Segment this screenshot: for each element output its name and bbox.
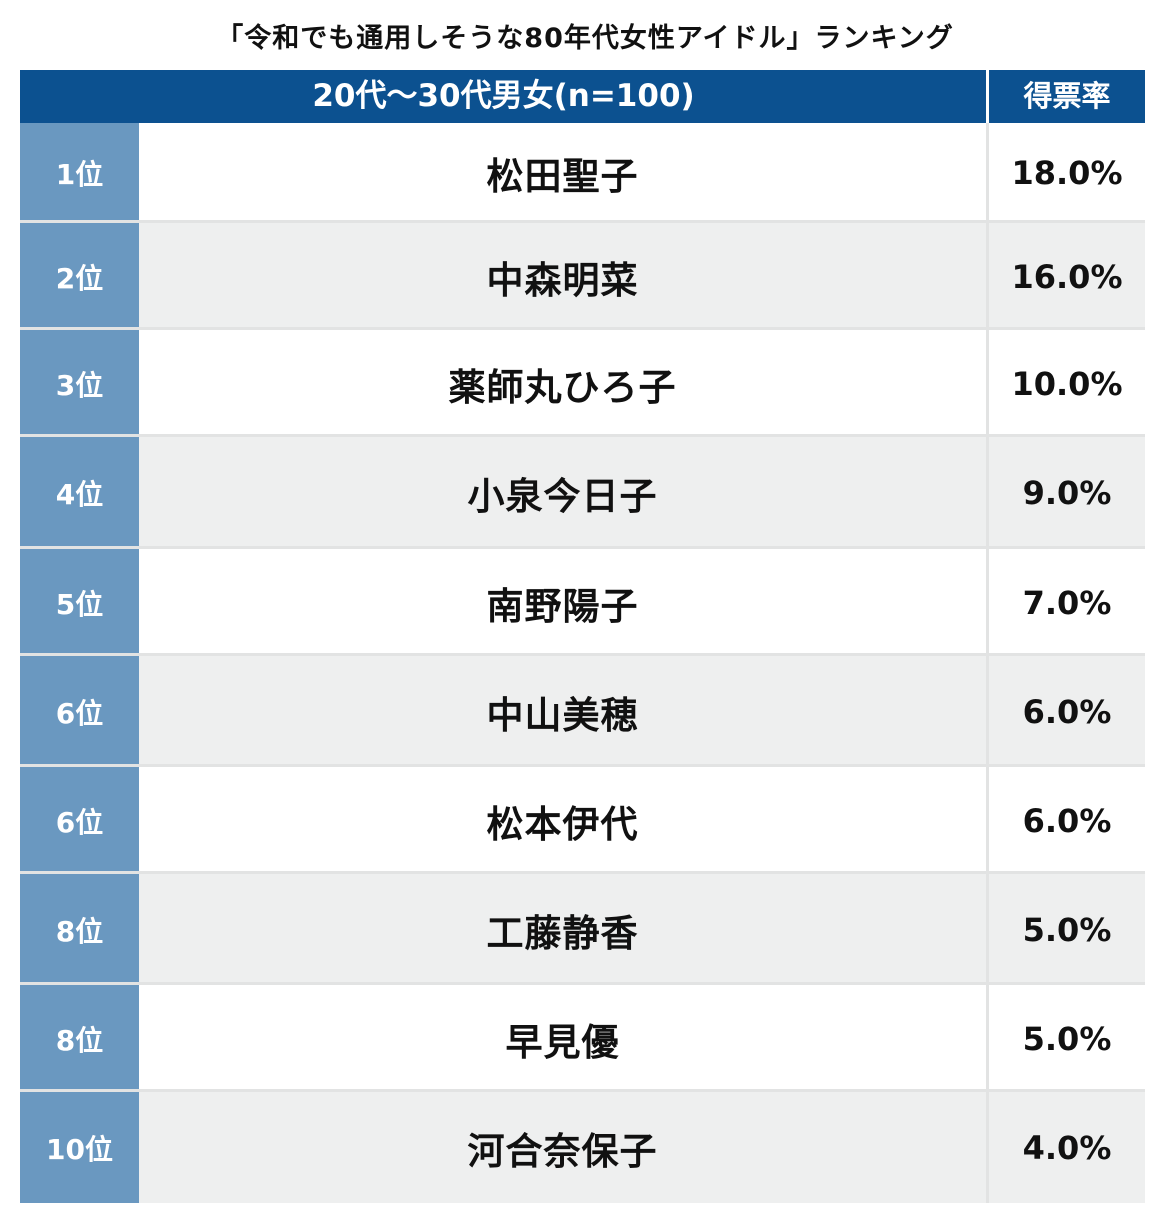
rank-label: 6位 [20, 767, 139, 874]
idol-name: 中森明菜 [139, 223, 986, 330]
row-divider [20, 871, 1145, 874]
row-divider [20, 434, 1145, 437]
column-divider [986, 549, 989, 656]
rank-label: 8位 [20, 985, 139, 1092]
idol-name: 中山美穂 [139, 656, 986, 767]
vote-rate-value: 9.0% [989, 437, 1145, 549]
rank-label: 6位 [20, 656, 139, 767]
row-divider [20, 764, 1145, 767]
column-divider [986, 1092, 989, 1203]
rank-label: 2位 [20, 223, 139, 330]
column-divider [986, 985, 989, 1092]
column-divider [986, 223, 989, 330]
idol-name: 早見優 [139, 985, 986, 1092]
idol-name: 薬師丸ひろ子 [139, 330, 986, 437]
idol-name: 河合奈保子 [139, 1092, 986, 1203]
row-divider [20, 653, 1145, 656]
rank-label: 5位 [20, 549, 139, 656]
table-row: 2位 中森明菜 16.0% [20, 223, 1145, 330]
column-divider [986, 330, 989, 437]
vote-rate-value: 5.0% [989, 985, 1145, 1092]
table-row: 8位 工藤静香 5.0% [20, 874, 1145, 985]
rank-label: 3位 [20, 330, 139, 437]
row-divider [20, 546, 1145, 549]
column-divider [986, 656, 989, 767]
vote-rate-value: 6.0% [989, 656, 1145, 767]
column-divider [986, 767, 989, 874]
respondent-group-header: 20代〜30代男女(n=100) [312, 78, 695, 114]
column-divider [986, 437, 989, 549]
row-divider [20, 982, 1145, 985]
row-divider [20, 327, 1145, 330]
column-divider [986, 874, 989, 985]
idol-name: 工藤静香 [139, 874, 986, 985]
table-row: 3位 薬師丸ひろ子 10.0% [20, 330, 1145, 437]
idol-name: 南野陽子 [139, 549, 986, 656]
column-divider [986, 123, 989, 223]
table-row: 10位 河合奈保子 4.0% [20, 1092, 1145, 1203]
vote-rate-value: 4.0% [989, 1092, 1145, 1203]
idol-name: 松本伊代 [139, 767, 986, 874]
table-row: 4位 小泉今日子 9.0% [20, 437, 1145, 549]
rank-label: 1位 [20, 123, 139, 223]
chart-title: 「令和でも通用しそうな80年代女性アイドル」ランキング [216, 23, 954, 54]
vote-rate-value: 6.0% [989, 767, 1145, 874]
vote-rate-value: 16.0% [989, 223, 1145, 330]
table-row: 8位 早見優 5.0% [20, 985, 1145, 1092]
rank-label: 4位 [20, 437, 139, 549]
vote-rate-value: 7.0% [989, 549, 1145, 656]
row-divider [20, 1089, 1145, 1092]
rank-label: 10位 [20, 1092, 139, 1203]
table-header: 20代〜30代男女(n=100) 得票率 [20, 70, 1145, 123]
row-divider [20, 220, 1145, 223]
vote-rate-value: 10.0% [989, 330, 1145, 437]
vote-rate-header: 得票率 [1023, 79, 1111, 113]
table-row: 6位 中山美穂 6.0% [20, 656, 1145, 767]
header-divider [986, 70, 989, 123]
vote-rate-value: 18.0% [989, 123, 1145, 223]
idol-name: 松田聖子 [139, 123, 986, 223]
table-row: 1位 松田聖子 18.0% [20, 123, 1145, 223]
table-row: 6位 松本伊代 6.0% [20, 767, 1145, 874]
table-row: 5位 南野陽子 7.0% [20, 549, 1145, 656]
rank-label: 8位 [20, 874, 139, 985]
idol-name: 小泉今日子 [139, 437, 986, 549]
vote-rate-value: 5.0% [989, 874, 1145, 985]
